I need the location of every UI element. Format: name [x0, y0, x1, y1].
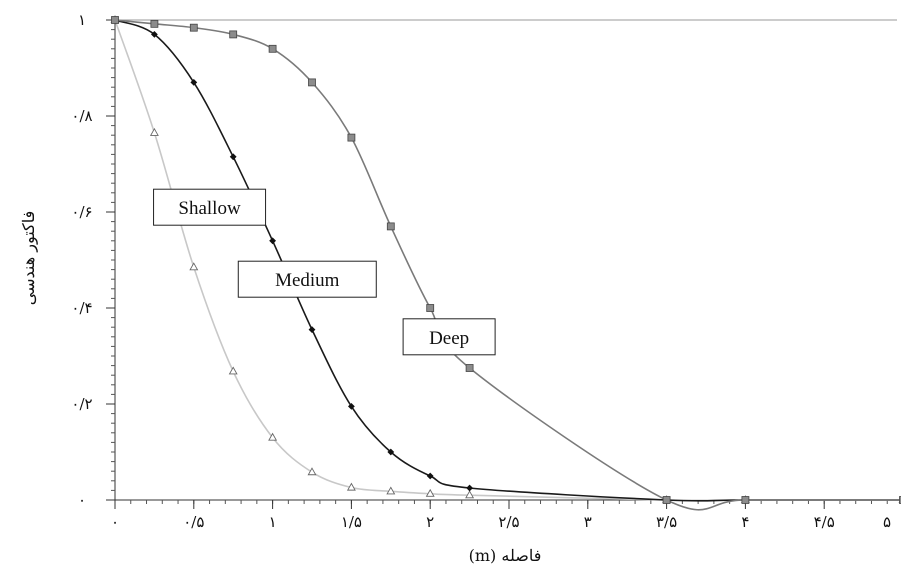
data-point-shallow: [189, 262, 199, 271]
y-tick-label: ۰/۸: [71, 107, 92, 125]
data-point-deep: [899, 496, 901, 504]
series-label-medium: Medium: [237, 260, 377, 298]
data-point-medium: [466, 484, 473, 492]
x-tick-label: ۲/۵: [498, 513, 519, 531]
x-tick-label: ۲: [426, 513, 434, 531]
x-tick-label: ۵: [883, 513, 891, 531]
data-point-deep: [741, 496, 750, 504]
series-line-deep: [114, 19, 901, 511]
series-line-medium: [114, 19, 901, 502]
data-point-deep: [150, 19, 159, 28]
series-label-shallow: Shallow: [153, 188, 267, 226]
data-point-shallow: [465, 490, 475, 499]
x-tick-label: ۴: [741, 513, 749, 531]
data-point-shallow: [307, 467, 317, 476]
data-point-medium: [308, 326, 316, 333]
series-label-text: Deep: [429, 328, 469, 349]
x-tick-label: ۰: [111, 513, 119, 531]
data-point-deep: [426, 304, 435, 312]
series-label-box: [153, 188, 267, 226]
series-label-text: Shallow: [178, 198, 241, 219]
data-point-shallow: [149, 127, 159, 136]
series-label-box: [237, 260, 377, 298]
series-label-box: [402, 318, 496, 356]
y-tick-label: ۰/۶: [71, 203, 92, 221]
data-point-deep: [111, 16, 119, 24]
x-tick-label: ۱/۵: [341, 513, 362, 531]
series-shallow: [110, 15, 901, 504]
data-point-deep: [465, 364, 474, 372]
series-labels: Shallow Medium Deep: [153, 188, 496, 356]
data-point-medium: [269, 237, 276, 245]
x-tick-label: ۱: [269, 513, 277, 531]
series-medium: [111, 16, 901, 504]
y-tick-label: ۰/۴: [71, 299, 92, 317]
data-point-shallow: [386, 486, 396, 495]
data-point-medium: [229, 153, 237, 161]
data-point-medium: [348, 403, 355, 410]
data-point-shallow: [425, 488, 435, 497]
data-point-deep: [229, 30, 238, 39]
y-tick-label: ۱: [78, 11, 86, 29]
data-point-deep: [386, 222, 395, 231]
axes: ۰ ۰/۵ ۱ ۱/۵ ۲ ۲/۵ ۳ ۳/۵ ۴ ۴/۵ ۵ ۰ ۰/۲ ۰/۴ ۰/۶ ۰/۸ ۱: [71, 11, 897, 531]
data-point-deep: [662, 496, 671, 504]
data-point-medium: [387, 448, 395, 456]
x-tick-label: ۰/۵: [183, 513, 204, 531]
x-tick-label: ۳/۵: [656, 513, 677, 531]
data-point-shallow: [346, 482, 356, 491]
series-label-deep: Deep: [402, 318, 496, 356]
data-point-deep: [308, 78, 316, 87]
x-axis-title: فاصله (m): [469, 546, 542, 565]
data-point-medium: [426, 472, 434, 480]
series-label-text: Medium: [275, 270, 340, 291]
data-point-deep: [189, 23, 198, 32]
series-line-shallow: [114, 19, 901, 502]
series-deep: [111, 16, 901, 511]
y-axis-title: فاکتور هندسی: [19, 211, 38, 305]
x-tick-label: ۳: [584, 513, 592, 531]
data-point-shallow: [228, 366, 238, 375]
data-point-deep: [347, 133, 356, 142]
data-point-shallow: [268, 432, 278, 441]
y-tick-label: ۰/۲: [71, 395, 92, 413]
plot-series: [110, 15, 901, 511]
data-point-medium: [190, 79, 198, 86]
data-point-medium: [151, 31, 158, 38]
x-tick-label: ۴/۵: [814, 513, 835, 531]
data-point-deep: [268, 44, 277, 53]
y-tick-label: ۰: [78, 491, 86, 509]
